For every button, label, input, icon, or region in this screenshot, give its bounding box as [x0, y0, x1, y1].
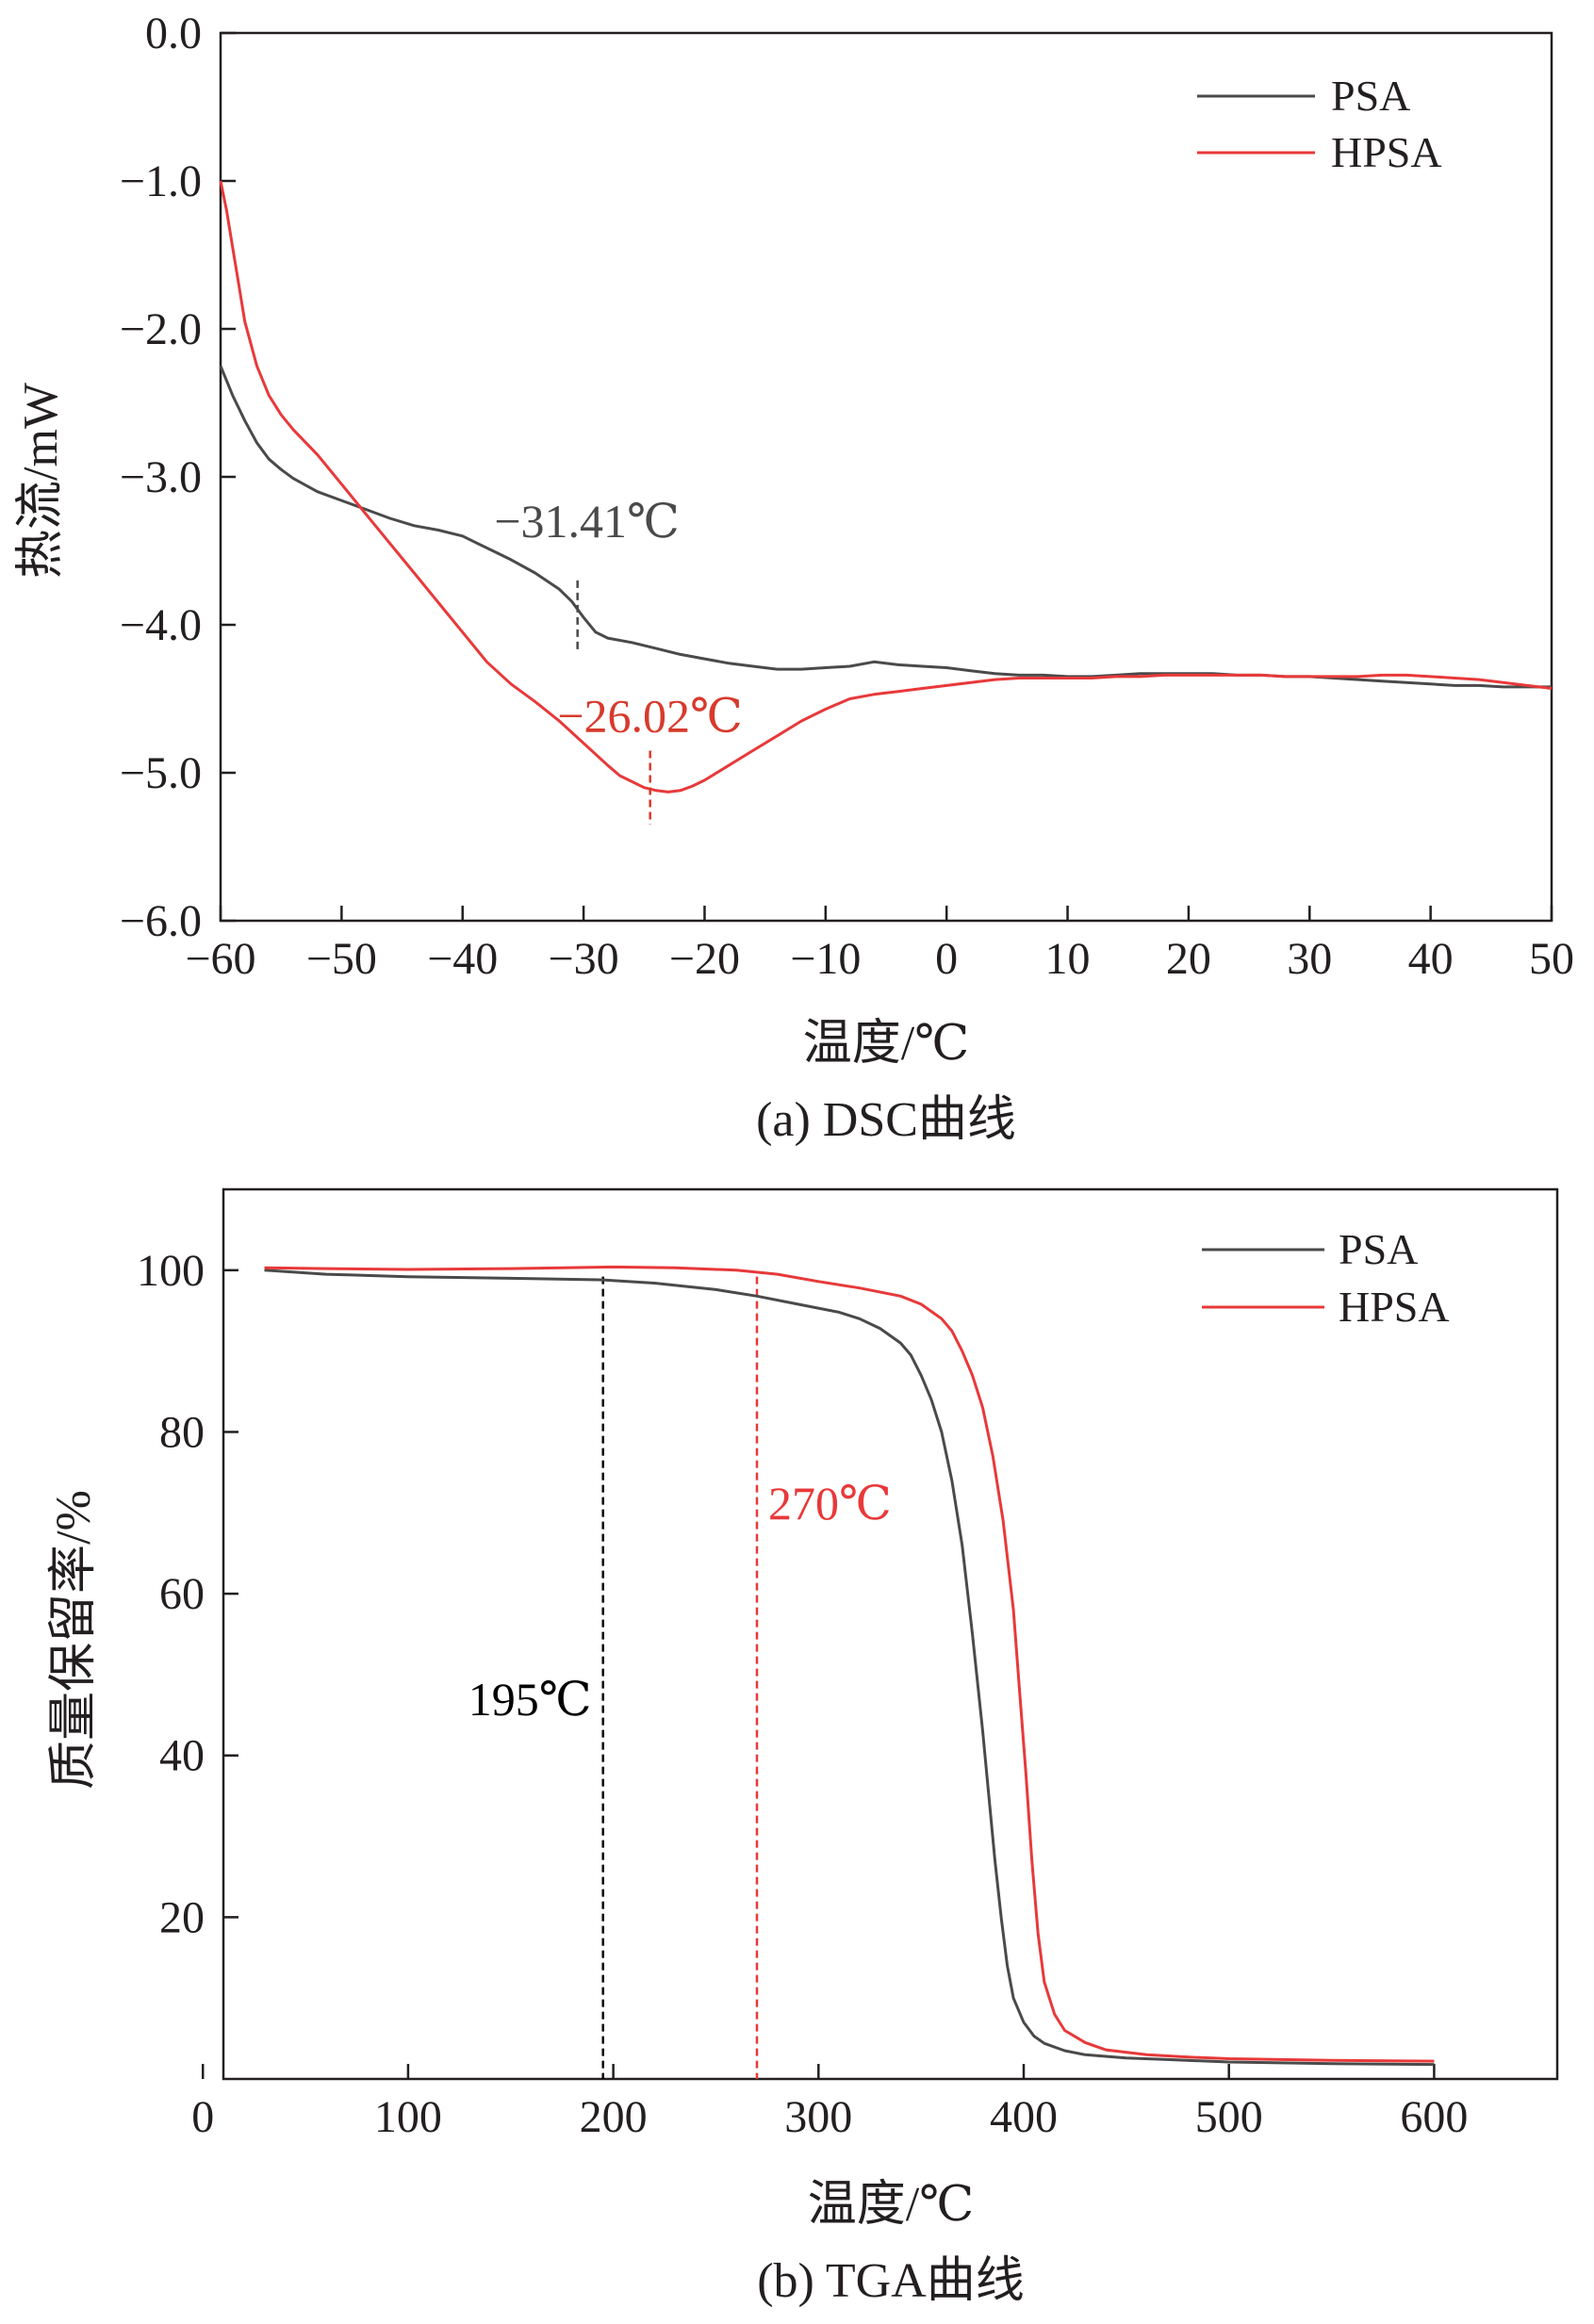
x-tick-label: −10 [790, 934, 861, 984]
x-tick-label: 40 [1408, 934, 1454, 984]
tga-legend-hpsa-label: HPSA [1339, 1283, 1450, 1331]
x-tick-label: 50 [1529, 934, 1574, 984]
tga-legend: PSA HPSA [1202, 1225, 1450, 1331]
tga-y-axis-label: 质量保留率/% [47, 1490, 101, 1790]
series-line-hpsa [264, 1265, 1435, 2063]
x-tick-label: 0 [935, 934, 958, 984]
y-tick-label: 80 [159, 1407, 205, 1457]
dsc-annotations: −31.41℃ −26.02℃ [494, 495, 743, 825]
x-tick-label: −30 [549, 934, 619, 984]
dsc-legend: PSA HPSA [1197, 72, 1442, 176]
x-tick-label: −20 [669, 934, 740, 984]
y-tick-label: 40 [159, 1731, 205, 1781]
x-tick-label: 300 [784, 2092, 852, 2142]
y-tick-label: −6.0 [120, 896, 202, 946]
annotation-label: 195℃ [468, 1673, 592, 1726]
y-tick-label: −3.0 [120, 452, 202, 502]
y-tick-label: 100 [137, 1246, 205, 1296]
annotation-label: 270℃ [768, 1477, 892, 1530]
y-tick-label: −1.0 [120, 156, 202, 206]
series-line-hpsa [219, 180, 1553, 794]
tga-legend-psa-label: PSA [1339, 1225, 1418, 1273]
tga-annotations: 195℃ 270℃ [468, 1276, 892, 2079]
y-tick-label: 60 [159, 1569, 205, 1619]
tga-x-ticks: 0 100 200 300 400 500 600 [191, 2064, 1468, 2142]
dsc-chart: −60 −50 −40 −30 −20 −10 0 10 20 30 40 50 0.0 −1.0 −2.… [14, 8, 1574, 1147]
x-tick-label: 600 [1400, 2092, 1468, 2142]
series-line-psa [264, 1268, 1435, 2067]
x-tick-label: 100 [374, 2092, 442, 2142]
tga-series [264, 1265, 1435, 2067]
tga-chart: 0 100 200 300 400 500 600 20 40 60 80 100 195℃ 270℃… [47, 1187, 1559, 2308]
x-tick-label: 200 [580, 2092, 648, 2142]
x-tick-label: 30 [1287, 934, 1332, 984]
x-tick-label: 10 [1045, 934, 1091, 984]
dsc-legend-hpsa-label: HPSA [1331, 128, 1442, 176]
y-tick-label: −4.0 [120, 600, 202, 650]
y-tick-label: −2.0 [120, 304, 202, 354]
tga-x-axis-label: 温度/℃ [808, 2178, 975, 2232]
x-tick-label: 0 [191, 2092, 214, 2142]
x-tick-label: 500 [1195, 2092, 1263, 2142]
x-tick-label: −60 [185, 934, 255, 984]
annotation-label: −26.02℃ [557, 689, 743, 742]
y-tick-label: −5.0 [120, 748, 202, 798]
dsc-y-axis-label: 热流/mW [14, 383, 68, 579]
y-tick-label: 0.0 [145, 8, 202, 58]
dsc-series [219, 180, 1553, 794]
dsc-y-ticks: 0.0 −1.0 −2.0 −3.0 −4.0 −5.0 −6.0 [120, 8, 236, 946]
dsc-caption: (a) DSC曲线 [756, 1093, 1016, 1147]
annotation-label: −31.41℃ [494, 495, 680, 548]
tga-y-ticks: 20 40 60 80 100 [137, 1246, 238, 1942]
series-line-psa [219, 365, 1552, 689]
tga-caption: (b) TGA曲线 [757, 2254, 1025, 2308]
x-tick-label: 20 [1166, 934, 1211, 984]
dsc-legend-psa-label: PSA [1331, 72, 1410, 120]
dsc-x-ticks: −60 −50 −40 −30 −20 −10 0 10 20 30 40 50 [185, 906, 1574, 984]
tga-plot-frame [222, 1187, 1559, 2081]
dsc-x-axis-label: 温度/℃ [803, 1017, 970, 1071]
x-tick-label: 400 [990, 2092, 1058, 2142]
y-tick-label: 20 [159, 1892, 205, 1942]
x-tick-label: −40 [427, 934, 498, 984]
x-tick-label: −50 [306, 934, 377, 984]
